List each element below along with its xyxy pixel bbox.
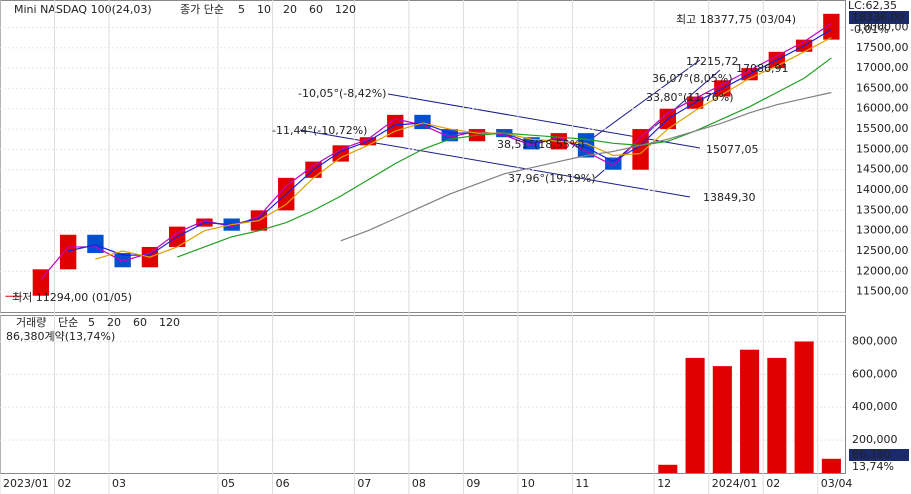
volume-bar [767, 357, 787, 473]
x-tick-label: 10 [521, 477, 535, 490]
legend-entry: 20 [107, 316, 121, 329]
last-volume: 86,380 [852, 448, 891, 461]
legend-entry: 120 [335, 3, 356, 16]
legend-label: 단순 [58, 316, 78, 329]
y-tick-label: 11500,00 [856, 285, 909, 298]
candle [823, 13, 840, 40]
legend-entry: 60 [133, 316, 147, 329]
y-tick-label: 14500,00 [856, 163, 909, 176]
y-tick-label: 15000,00 [856, 142, 909, 155]
x-tick-label: 11 [575, 477, 589, 490]
x-tick-label: 2024/01 [712, 477, 758, 490]
volume-bar [658, 464, 678, 473]
annotation: -0,01% [850, 23, 889, 36]
candle [114, 253, 131, 268]
y-tick-label: 800,000 [852, 334, 898, 347]
last-volume-pct: 13,74% [852, 460, 894, 473]
x-tick-label: 09 [466, 477, 480, 490]
candle [5, 295, 22, 297]
candle [59, 234, 77, 270]
candle [32, 269, 50, 296]
y-tick-label: 16000,00 [856, 102, 909, 115]
volume-bar [740, 349, 760, 473]
x-tick-label: 02 [766, 477, 780, 490]
candle [632, 129, 649, 170]
legend-entry: 10 [257, 3, 271, 16]
annotation: 최고 18377,75 (03/04) [676, 13, 796, 26]
y-tick-label: 17500,00 [856, 41, 909, 54]
annotation: 38,51°(18,55%) [497, 138, 585, 151]
annotation: 17086,91 [736, 62, 789, 75]
ma-line [176, 57, 832, 258]
y-tick-label: 15500,00 [856, 122, 909, 135]
annotation: 13849,30 [703, 191, 756, 204]
volume-bar [685, 357, 705, 473]
y-tick-label: 13000,00 [856, 224, 909, 237]
annotation: 33,80°(11,76%) [646, 91, 734, 104]
y-tick-label: 600,000 [852, 367, 898, 380]
y-tick-label: 12000,00 [856, 264, 909, 277]
ma-line [95, 37, 832, 260]
price-box [849, 11, 909, 24]
y-tick-label: 400,000 [852, 400, 898, 413]
annotation: LC:62,35 [848, 0, 897, 12]
annotation: 36,07°(8,05%) [652, 72, 733, 85]
x-tick-label: 12 [657, 477, 671, 490]
x-tick-label: 05 [221, 477, 235, 490]
x-tick-label: 03 [112, 477, 126, 490]
candle [414, 114, 431, 130]
x-tick-label: 07 [357, 477, 371, 490]
x-tick-label: 08 [412, 477, 426, 490]
x-tick-label: 2023/01 [3, 477, 49, 490]
up-channel-high [589, 59, 701, 141]
volume-bar [794, 341, 814, 473]
annotation: 17215,72 [686, 55, 739, 68]
x-tick-label: 06 [276, 477, 290, 490]
annotation: 15077,05 [706, 143, 759, 156]
legend-entry: 120 [159, 316, 180, 329]
y-tick-label: 13500,00 [856, 203, 909, 216]
annotation: -10,05°(-8,42%) [298, 87, 386, 100]
volume-bar [821, 458, 841, 473]
annotation: 37,96°(19,19%) [508, 172, 596, 185]
ma-line [40, 22, 832, 280]
annotation: -11,44°(-10,72%) [272, 124, 367, 137]
legend-entry: 5 [88, 316, 95, 329]
volume-summary: 86,380계약(13,74%) [6, 329, 115, 343]
annotation: 최저 11294,00 (01/05) [12, 291, 132, 304]
legend-entry: 20 [283, 3, 297, 16]
last-price: 18336,00 [852, 11, 905, 24]
legend-entry: 5 [238, 3, 245, 16]
y-tick-label: 14000,00 [856, 183, 909, 196]
y-tick-label: 16500,00 [856, 81, 909, 94]
x-tick-label: 03/04 [821, 477, 853, 490]
legend-label: 거래량 [16, 316, 46, 329]
legend-entry: 60 [309, 3, 323, 16]
y-tick-label: 12500,00 [856, 244, 909, 257]
legend-label: 종가 단순 [180, 3, 224, 16]
y-tick-label: 17000,00 [856, 61, 909, 74]
volume-bar [712, 366, 732, 473]
y-tick-label: 200,000 [852, 433, 898, 446]
ma-line [340, 91, 832, 242]
title: Mini NASDAQ 100(24,03) [14, 3, 152, 16]
ma-line [68, 28, 832, 256]
x-tick-label: 02 [58, 477, 72, 490]
volume-box [849, 449, 909, 461]
